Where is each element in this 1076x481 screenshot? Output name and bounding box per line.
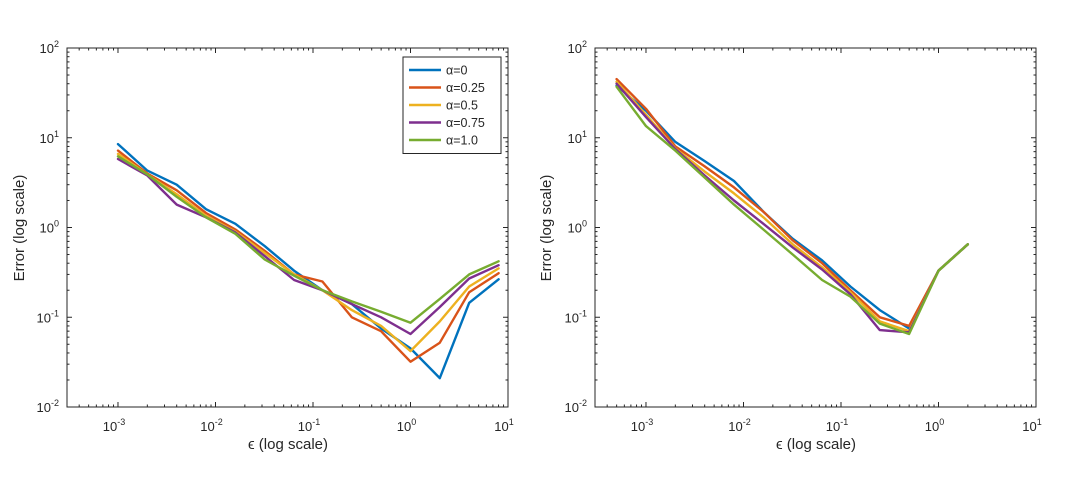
right-y-tick-label: 10-1 xyxy=(565,308,587,325)
left-x-tick-label: 101 xyxy=(494,417,513,434)
left-x-tick-label: 10-1 xyxy=(298,417,320,434)
right-x-tick-label: 10-1 xyxy=(826,417,848,434)
left-x-tick-label: 10-2 xyxy=(200,417,222,434)
left-series-line-1 xyxy=(116,142,500,380)
left-series-lines xyxy=(116,142,500,380)
left-axis-ticks: 10-3 10-2 10-1 100 101 10-2 10-1 100 101 102 xyxy=(37,39,514,434)
left-series-line-5 xyxy=(116,155,500,324)
right-series-line-2 xyxy=(615,77,969,328)
left-x-tick-label: 10-3 xyxy=(103,417,125,434)
legend-label-5: α=1.0 xyxy=(446,134,478,148)
right-x-tick-label: 10-3 xyxy=(631,417,653,434)
right-y-axis-label: Error (log scale) xyxy=(538,175,555,282)
right-plot-area xyxy=(594,47,1037,408)
right-chart-panel: Error (log scale) ϵ (log scale) 10-3 10-2… xyxy=(538,39,1042,453)
legend-label-2: α=0.25 xyxy=(446,81,485,95)
right-axis-ticks: 10-3 10-2 10-1 100 101 10-2 10-1 100 101 102 xyxy=(565,39,1042,434)
left-x-axis-label: ϵ (log scale) xyxy=(248,436,328,453)
right-x-axis-label: ϵ (log scale) xyxy=(776,436,856,453)
left-chart-panel: Error (log scale) ϵ (log scale) 10-3 10-2… xyxy=(11,39,514,453)
right-series-line-3 xyxy=(615,80,969,333)
legend-label-3: α=0.5 xyxy=(446,99,478,113)
left-series-line-2 xyxy=(116,149,500,363)
right-series-lines xyxy=(615,77,969,336)
right-y-tick-label: 100 xyxy=(568,219,587,236)
right-series-line-5 xyxy=(615,85,969,336)
left-series-line-4 xyxy=(116,157,500,336)
legend-label-4: α=0.75 xyxy=(446,116,485,130)
left-y-tick-label: 10-2 xyxy=(37,398,59,415)
left-y-axis-label: Error (log scale) xyxy=(11,175,28,282)
right-series-line-4 xyxy=(615,82,969,334)
legend: α=0 α=0.25 α=0.5 α=0.75 α=1.0 xyxy=(402,56,502,154)
right-x-tick-label: 101 xyxy=(1022,417,1041,434)
right-y-tick-label: 102 xyxy=(568,39,587,56)
left-x-tick-label: 100 xyxy=(397,417,416,434)
right-y-tick-label: 101 xyxy=(568,129,587,146)
right-series-line-1 xyxy=(615,84,969,330)
right-x-tick-label: 10-2 xyxy=(728,417,750,434)
left-y-tick-label: 102 xyxy=(40,39,59,56)
right-y-tick-label: 10-2 xyxy=(565,398,587,415)
left-y-tick-label: 101 xyxy=(40,129,59,146)
right-x-tick-label: 100 xyxy=(925,417,944,434)
left-y-tick-label: 10-1 xyxy=(37,308,59,325)
left-y-tick-label: 100 xyxy=(40,219,59,236)
legend-label-1: α=0 xyxy=(446,64,468,78)
